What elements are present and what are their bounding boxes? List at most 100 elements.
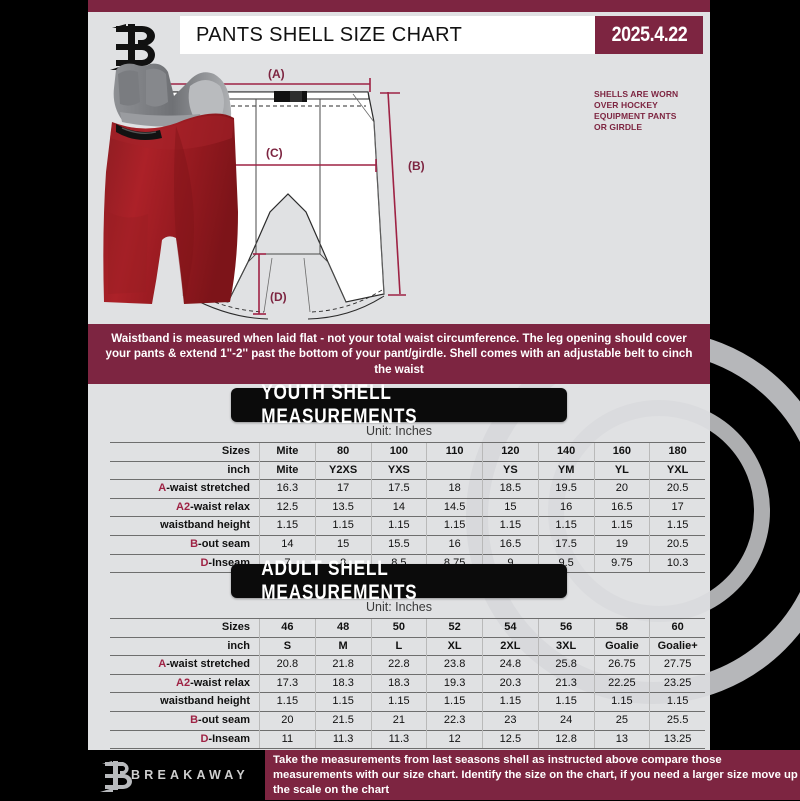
table-cell: 58	[593, 618, 650, 638]
table-cell: 21.5	[314, 710, 371, 731]
table-cell: 21.8	[314, 655, 371, 675]
table-cell: 56	[537, 618, 594, 638]
banner-text: Waistband is measured when laid flat - n…	[105, 331, 693, 376]
table-cell: YL	[593, 460, 650, 480]
table-cell: 12.8	[537, 729, 594, 750]
adult-unit-label: Unit: Inches	[365, 600, 432, 614]
table-cell: 1.15	[649, 516, 705, 536]
table-cell: 23.25	[649, 673, 705, 693]
table-cell: 16.3	[259, 479, 316, 499]
table-cell: 27.75	[649, 655, 705, 675]
table-cell: 20.5	[649, 534, 705, 555]
row-label-mark: A	[158, 482, 167, 495]
table-cell: 24	[537, 710, 594, 731]
table-cell: 20	[593, 479, 650, 499]
table-cell	[426, 460, 483, 480]
table-row: Sizes 46 48 50 52 54 56 58 60	[110, 618, 705, 638]
shell-usage-note: SHELLS ARE WORN OVER HOCKEY EQUIPMENT PANT…	[594, 89, 679, 132]
table-cell: L	[370, 636, 427, 656]
table-cell: 13	[593, 729, 650, 750]
youth-section-title: YOUTH SHELL MEASUREMENTS	[231, 381, 567, 428]
table-cell: 100	[370, 442, 427, 462]
table-cell: 1.15	[426, 692, 483, 712]
table-cell: 15	[314, 534, 371, 555]
table-cell: 24.8	[482, 655, 539, 675]
table-cell: 1.15	[370, 692, 427, 712]
row-label: B-out seam	[110, 710, 260, 731]
table-row: B-out seam 14 15 15.5 16 16.5 17.5 19 20.5	[110, 534, 705, 555]
table-cell: 1.15	[537, 516, 594, 536]
measurement-diagram: (A) (B) (C) (D) 7'' BELOWWAIST SHELLS AR…	[88, 62, 710, 320]
footer-brand-name: BREAKAWAY	[131, 768, 249, 782]
table-cell: 1.15	[259, 692, 316, 712]
row-label-mark: A2	[176, 676, 191, 689]
content-panel: PANTS SHELL SIZE CHART 2025.4.22	[88, 0, 800, 800]
table-cell: 14	[370, 497, 427, 517]
table-cell: 14.5	[426, 497, 483, 517]
table-cell: 1.15	[482, 692, 539, 712]
table-cell: 3XL	[537, 636, 594, 656]
label-c: (C)	[266, 146, 283, 160]
top-accent-bar	[88, 0, 710, 12]
table-cell: 23.8	[426, 655, 483, 675]
table-cell: 1.15	[593, 692, 650, 712]
table-row: inch Mite Y2XS YXS YS YM YL YXL	[110, 460, 705, 480]
table-cell: 21.3	[537, 673, 594, 693]
adult-size-table: Sizes 46 48 50 52 54 56 58 60 inch S M L XL 2XL 3XL Goal…	[110, 618, 705, 750]
table-cell: 12	[426, 729, 483, 750]
row-label: Sizes	[110, 618, 260, 638]
youth-size-table: Sizes Mite 80 100 110 120 140 160 180 inch Mite Y2X…	[110, 442, 705, 574]
adult-title-text: ADULT SHELL MEASUREMENTS	[261, 557, 418, 604]
table-cell: 1.15	[537, 692, 594, 712]
page-title: PANTS SHELL SIZE CHART	[196, 23, 463, 46]
table-cell: 1.15	[314, 692, 371, 712]
table-cell: 46	[259, 618, 316, 638]
table-cell: 22.3	[426, 710, 483, 731]
table-cell: 1.15	[426, 516, 483, 536]
table-cell: 110	[426, 442, 483, 462]
table-cell: 17.3	[259, 673, 316, 693]
table-cell: 20.3	[482, 673, 539, 693]
table-cell: 160	[593, 442, 650, 462]
breakaway-b-logo-icon	[102, 14, 166, 74]
header: PANTS SHELL SIZE CHART 2025.4.22	[88, 12, 710, 70]
table-cell: Mite	[259, 460, 316, 480]
table-cell: 12.5	[482, 729, 539, 750]
table-cell: Y2XS	[314, 460, 371, 480]
table-cell: 20.5	[649, 479, 705, 499]
adult-section-title: ADULT SHELL MEASUREMENTS	[231, 557, 567, 604]
table-cell: YS	[482, 460, 539, 480]
table-cell: YXS	[370, 460, 427, 480]
table-cell: 25.5	[649, 710, 705, 731]
label-d: (D)	[270, 290, 287, 304]
footer-instruction-note: Take the measurements from last seasons …	[265, 750, 800, 800]
table-cell: 80	[314, 442, 371, 462]
table-cell: 18.5	[482, 479, 539, 499]
table-cell: 52	[426, 618, 483, 638]
table-cell: 10.3	[649, 553, 705, 574]
table-row: waistband height 1.15 1.15 1.15 1.15 1.15 1.15…	[110, 692, 705, 712]
table-cell: 21	[370, 710, 427, 731]
table-cell: 16	[537, 497, 594, 517]
youth-unit-label: Unit: Inches	[365, 424, 432, 438]
table-cell: 11.3	[370, 729, 427, 750]
table-cell: 1.15	[370, 516, 427, 536]
table-cell: 18.3	[370, 673, 427, 693]
table-row: waistband height 1.15 1.15 1.15 1.15 1.15 1.15…	[110, 516, 705, 536]
table-cell: 22.8	[370, 655, 427, 675]
row-label: inch	[110, 636, 260, 656]
table-cell: 120	[482, 442, 539, 462]
measurement-instructions-banner: Waistband is measured when laid flat - n…	[88, 324, 710, 384]
table-cell: 17	[649, 497, 705, 517]
table-row: A2-waist relax 12.5 13.5 14 14.5 15 16 16.5 17	[110, 497, 705, 517]
table-cell: 17.5	[370, 479, 427, 499]
table-cell: S	[259, 636, 316, 656]
table-cell: 2XL	[482, 636, 539, 656]
table-cell: 140	[537, 442, 594, 462]
table-cell: 25	[593, 710, 650, 731]
row-label: waistband height	[110, 516, 260, 536]
row-label: A-waist stretched	[110, 479, 260, 499]
table-cell: 23	[482, 710, 539, 731]
product-photo-shell	[103, 63, 238, 304]
table-cell: 16.5	[593, 497, 650, 517]
